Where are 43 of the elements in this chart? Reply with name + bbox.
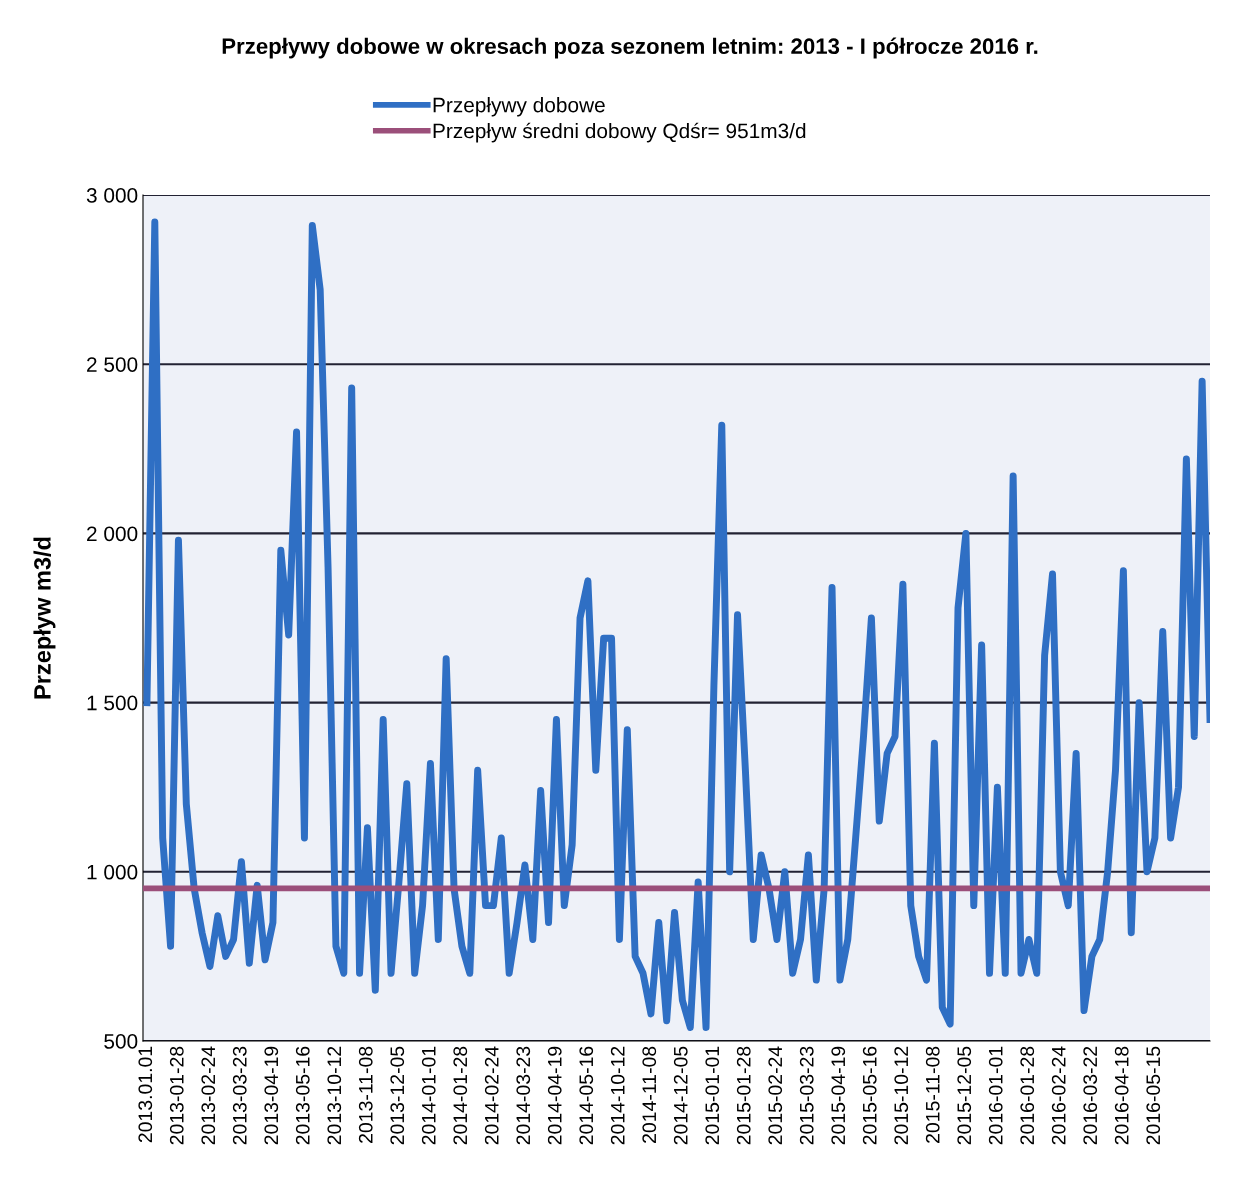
x-tick-label: 2015-02-24 [768,1046,783,1145]
x-tick-label: 2016-03-22 [1083,1046,1098,1145]
x-tick-label: 2016-01-01 [988,1046,1003,1145]
x-tick-label: 2015-03-23 [799,1046,814,1145]
x-tick-label: 2013.01.01 [138,1046,153,1143]
y-tick-label: 1 000 [87,864,138,880]
x-tick-label: 2014-01-01 [421,1046,436,1145]
x-tick-label: 2013-11-08 [358,1046,373,1143]
x-tick-label: 2013-10-12 [327,1046,342,1145]
x-tick-label: 2013-05-16 [295,1046,310,1145]
y-tick-label: 3 000 [86,188,138,203]
y-axis-title: Przepływ m3/d [33,537,56,699]
y-tick-label: 2 500 [87,357,138,372]
x-tick-label: 2016-01-28 [1020,1046,1035,1145]
x-tick-label: 2016-05-15 [1146,1046,1161,1145]
x-tick-label: 2016-02-24 [1051,1046,1066,1145]
x-tick-label: 2016-04-18 [1114,1046,1129,1145]
x-tick-label: 2014-12-05 [673,1046,688,1145]
legend-label: Przepływ średni dobowy Qdśr= 951m3/d [433,122,806,143]
x-tick-label: 2013-02-24 [201,1046,216,1145]
x-tick-label: 2013-03-23 [232,1046,247,1145]
x-tick-label: 2014-02-24 [484,1046,499,1145]
x-tick-label: 2014-11-08 [642,1046,657,1143]
y-tick-label: 500 [104,1034,138,1049]
x-tick-label: 2013-04-19 [264,1046,279,1145]
x-tick-label: 2015-10-12 [894,1046,909,1145]
x-tick-label: 2013-12-05 [390,1046,405,1145]
x-tick-label: 2015-04-19 [831,1046,846,1145]
chart-title: Przepływy dobowe w okresach poza sezonem letnim: 2013 - I półrocze 2016 r. [222,37,1038,59]
x-tick-label: 2014-04-19 [547,1046,562,1145]
x-tick-label: 2015-01-28 [736,1046,751,1145]
x-tick-label: 2014-01-28 [453,1046,468,1145]
x-tick-label: 2015-01-01 [705,1046,720,1145]
x-tick-label: 2013-01-28 [169,1046,184,1145]
x-tick-label: 2015-05-16 [862,1046,877,1145]
y-tick-label: 1 500 [87,695,138,711]
legend-label: Przepływy dobowe [433,97,605,117]
x-tick-label: 2014-05-16 [579,1046,594,1145]
x-tick-label: 2014-10-12 [610,1046,625,1145]
x-tick-label: 2014-03-23 [516,1046,531,1145]
x-tick-label: 2015-12-05 [957,1046,972,1145]
y-tick-label: 2 000 [87,526,138,542]
x-tick-label: 2015-11-08 [925,1046,940,1143]
